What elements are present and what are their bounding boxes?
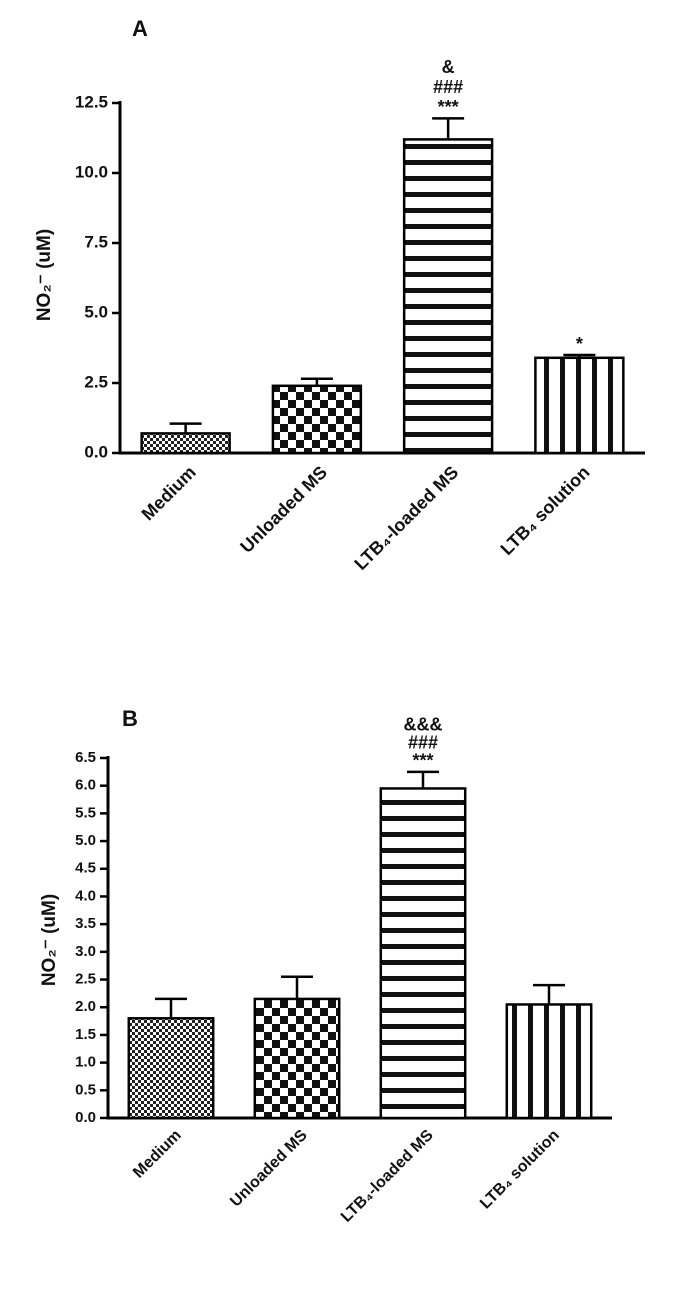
x-tick-label: LTB₄-loaded MS (338, 1127, 437, 1226)
x-tick-label: LTB₄ solution (497, 462, 594, 559)
significance-label: * (576, 334, 583, 354)
panel-label: A (132, 16, 148, 41)
x-tick-label: Unloaded MS (236, 462, 331, 557)
bar (534, 356, 625, 455)
y-tick-label: 7.5 (84, 232, 108, 251)
y-tick-label: 1.0 (75, 1054, 96, 1071)
bar (253, 997, 341, 1120)
y-tick-label: 3.5 (75, 915, 96, 932)
y-tick-label: 4.5 (75, 860, 96, 877)
x-tick-label: LTB₄-loaded MS (350, 462, 462, 574)
x-tick-label: LTB₄ solution (477, 1127, 563, 1213)
y-tick-label: 5.0 (84, 302, 108, 321)
bar (127, 1017, 215, 1120)
significance-label: ### (408, 733, 438, 753)
bar (271, 384, 363, 455)
y-tick-label: 5.5 (75, 804, 96, 821)
y-tick-label: 2.5 (84, 372, 108, 391)
y-tick-label: 0.0 (84, 442, 108, 461)
x-tick-label: Unloaded MS (227, 1127, 311, 1211)
y-tick-label: 10.0 (75, 162, 108, 181)
significance-label: ### (433, 77, 463, 97)
y-tick-label: 2.0 (75, 998, 96, 1015)
bar (402, 138, 494, 455)
x-tick-label: Medium (138, 462, 200, 524)
y-tick-label: 1.5 (75, 1026, 96, 1043)
significance-label: & (442, 57, 455, 77)
x-tick-label: Medium (130, 1127, 185, 1182)
y-tick-label: 12.5 (75, 92, 108, 111)
bar (505, 1003, 593, 1120)
y-axis-label: NO₂⁻ (uM) (39, 894, 60, 986)
y-tick-label: 4.0 (75, 887, 96, 904)
bar (140, 432, 231, 455)
y-axis-label: NO₂⁻ (uM) (34, 229, 55, 321)
y-tick-label: 6.5 (75, 749, 96, 766)
y-tick-label: 0.0 (75, 1109, 96, 1126)
y-tick-label: 3.0 (75, 943, 96, 960)
panel-label: B (122, 706, 138, 731)
significance-label: *** (412, 751, 433, 771)
y-tick-label: 6.0 (75, 777, 96, 794)
y-tick-label: 0.5 (75, 1081, 96, 1098)
significance-label: *** (438, 97, 459, 117)
bar (379, 787, 467, 1120)
significance-label: &&& (404, 715, 443, 735)
y-tick-label: 2.5 (75, 971, 96, 988)
y-tick-label: 5.0 (75, 832, 96, 849)
